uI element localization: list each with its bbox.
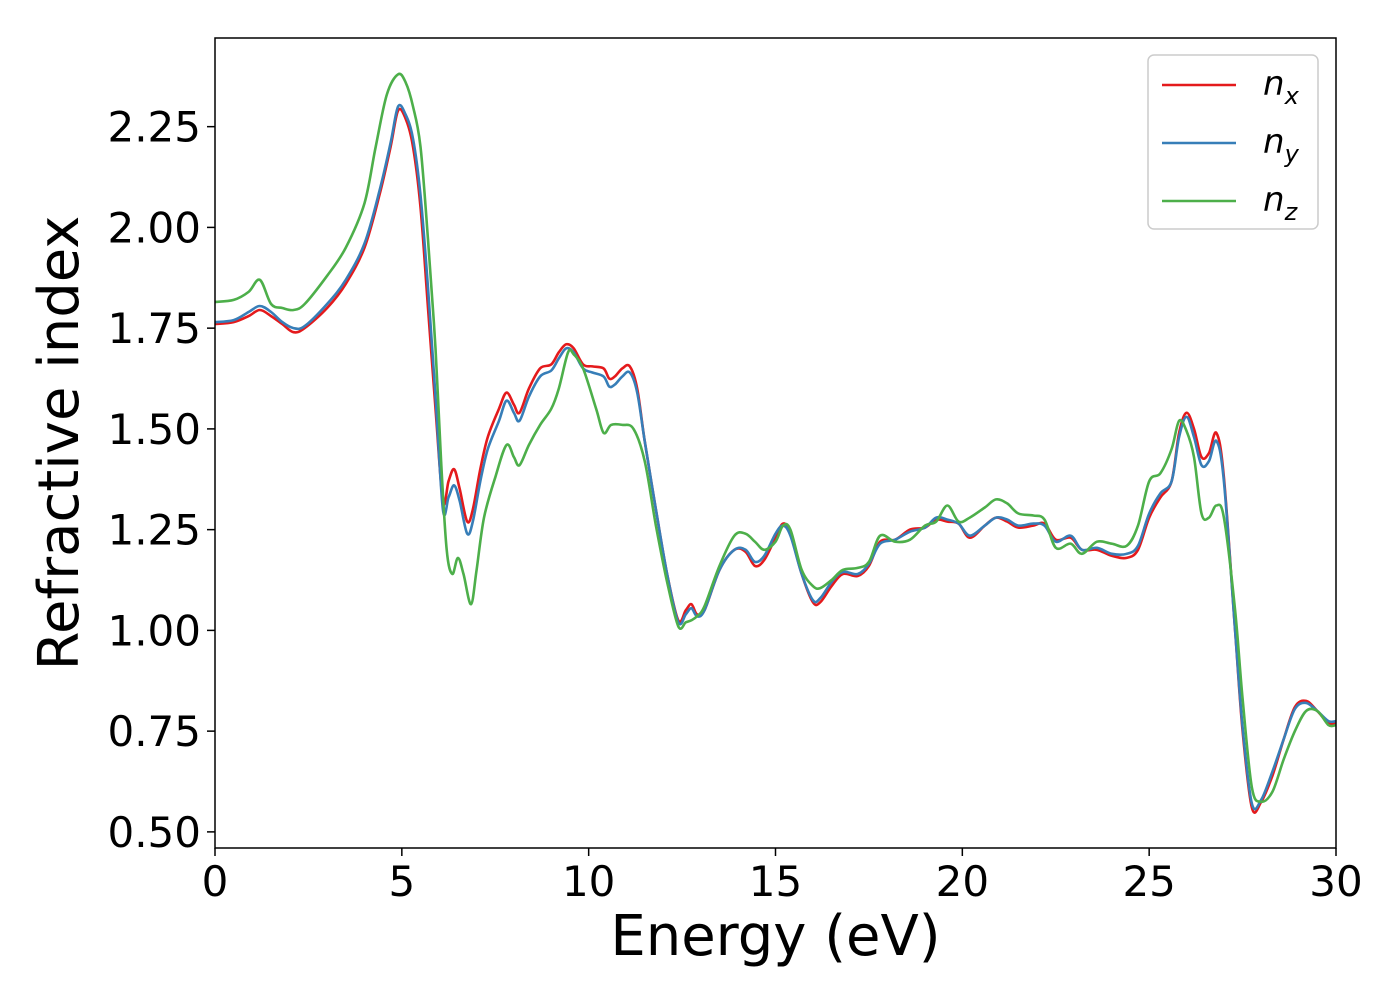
y-tick-label: 1.50 [107,405,201,454]
x-tick-label: 20 [936,857,989,906]
x-axis-label: Energy (eV) [610,904,940,969]
series-line-nz [214,72,1337,804]
y-tick-label: 0.75 [107,707,201,756]
y-axis-label: Refractive index [27,216,92,671]
y-tick-label: 2.00 [107,203,201,252]
x-tick-label: 5 [388,857,415,906]
x-tick-label: 0 [202,857,229,906]
x-tick-label: 15 [749,857,802,906]
x-tick-label: 25 [1122,857,1175,906]
x-tick-label: 30 [1309,857,1362,906]
y-tick-label: 1.75 [107,304,201,353]
x-axis-ticks: 0 5 10 15 20 25 30 [202,848,1363,906]
y-tick-label: 1.25 [107,506,201,555]
y-tick-label: 2.25 [107,103,201,152]
y-tick-label: 1.00 [107,606,201,655]
x-tick-label: 10 [562,857,615,906]
y-axis-ticks: 0.50 0.75 1.00 1.25 1.50 1.75 2.00 2.25 [107,103,215,857]
series-line-ny [214,103,1337,811]
y-tick-label: 0.50 [107,808,201,857]
series-layer [214,72,1337,814]
legend-label-ny: ny [1263,122,1300,168]
